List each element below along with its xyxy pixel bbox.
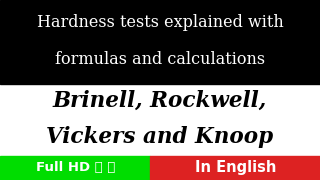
- Text: Full HD 🔥 🔥: Full HD 🔥 🔥: [36, 161, 115, 174]
- Bar: [150, 156, 320, 180]
- Text: Vickers and Knoop: Vickers and Knoop: [46, 126, 274, 148]
- Text: Hardness tests explained with: Hardness tests explained with: [36, 14, 284, 31]
- Text: Brinell, Rockwell,: Brinell, Rockwell,: [53, 90, 267, 112]
- Bar: [0, 0, 320, 84]
- Bar: [0, 156, 150, 180]
- Text: formulas and calculations: formulas and calculations: [55, 51, 265, 68]
- Text: In English: In English: [195, 160, 276, 175]
